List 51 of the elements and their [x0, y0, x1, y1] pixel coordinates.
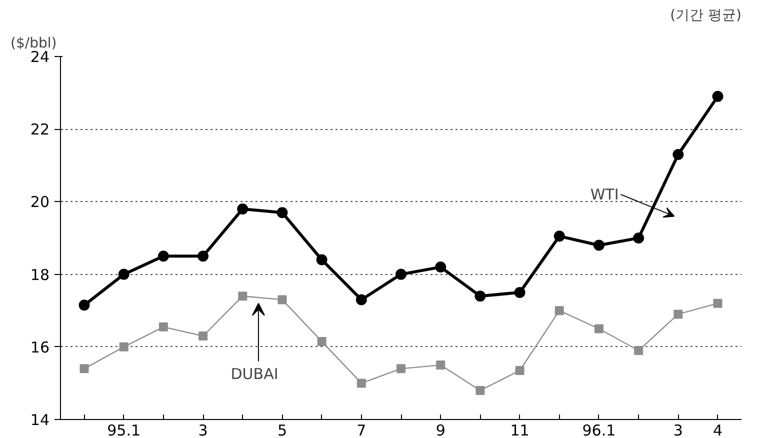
point — [634, 346, 644, 356]
text: WTI — [590, 185, 619, 204]
point — [78, 300, 90, 311]
point — [514, 286, 526, 298]
point — [278, 295, 287, 304]
text: DUBAI — [230, 365, 278, 384]
point — [474, 290, 486, 302]
point — [198, 332, 208, 341]
x-tick-label: 9 — [436, 422, 446, 438]
point — [238, 292, 248, 301]
point — [356, 294, 367, 306]
y-tick-label: 20 — [30, 193, 50, 212]
y-tick-label: 16 — [30, 338, 50, 356]
point — [158, 250, 169, 262]
point — [80, 364, 89, 374]
x-tick-label: 7 — [356, 422, 366, 438]
point — [158, 322, 168, 332]
point — [713, 298, 722, 308]
point — [317, 336, 326, 346]
text: (기간 평균) — [670, 8, 742, 24]
point — [316, 254, 328, 266]
point — [396, 364, 406, 374]
point — [276, 207, 288, 218]
y-tick-label: 18 — [30, 266, 50, 284]
point — [554, 230, 565, 242]
y-tick-label: 14 — [30, 411, 50, 429]
point — [119, 342, 128, 352]
y-tick-label: 22 — [30, 120, 50, 139]
point — [554, 306, 564, 316]
point — [356, 378, 366, 388]
point — [593, 240, 604, 251]
point — [237, 203, 248, 214]
point — [396, 268, 406, 280]
point — [476, 386, 485, 395]
point — [674, 310, 683, 319]
x-tick-label: 3 — [673, 422, 683, 438]
point — [672, 149, 684, 160]
point — [633, 232, 644, 244]
x-tick-label: 3 — [198, 422, 208, 438]
point — [118, 268, 130, 280]
point — [594, 324, 604, 334]
point — [435, 262, 446, 273]
point — [198, 250, 209, 262]
x-tick-label: 5 — [277, 422, 287, 438]
x-tick-label: 4 — [712, 422, 723, 438]
x-tick-label: 96.1 — [582, 422, 616, 438]
x-tick-label: 95.1 — [107, 422, 141, 438]
point — [515, 366, 524, 375]
x-tick-label: 11 — [510, 422, 530, 438]
point — [712, 90, 724, 102]
point — [436, 360, 446, 370]
